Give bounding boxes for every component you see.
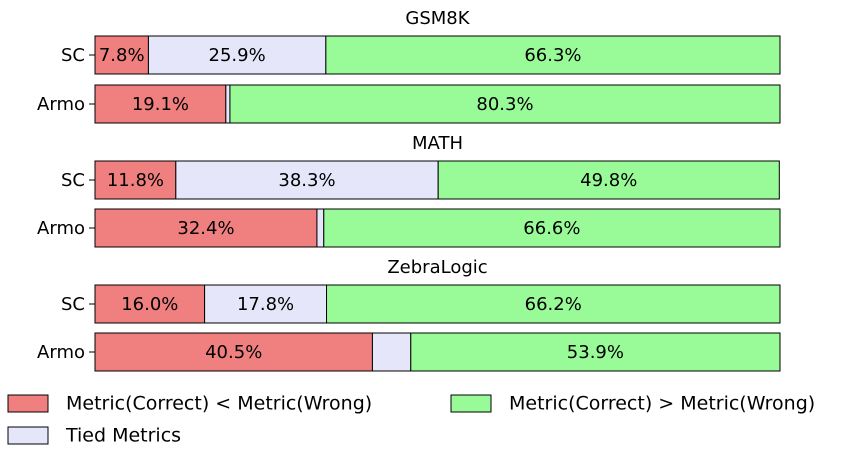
category-label: Armo <box>37 342 85 363</box>
bar-segment-gt <box>410 332 781 372</box>
category-label: Armo <box>37 218 85 239</box>
bar-segment-lt <box>94 208 318 248</box>
category-label: SC <box>61 294 85 315</box>
legend-swatch-gt <box>450 394 492 413</box>
data-label: 17.8% <box>237 294 294 315</box>
bar-segment-tied <box>371 332 412 372</box>
bar-segment-lt <box>94 332 373 372</box>
legend-label-gt: Metric(Correct) > Metric(Wrong) <box>509 393 815 415</box>
panel-title: MATH <box>412 133 463 154</box>
bar-segment-tied <box>225 84 231 124</box>
bar-segment-tied <box>316 208 325 248</box>
data-label: 11.8% <box>107 170 164 191</box>
bar-segment-gt <box>229 84 781 124</box>
bar-segment-gt <box>326 284 781 324</box>
data-label: 38.3% <box>278 170 335 191</box>
data-label: 7.8% <box>99 45 145 66</box>
category-label: SC <box>61 170 85 191</box>
panel-title: GSM8K <box>405 8 470 29</box>
bar-segment-tied <box>147 35 327 75</box>
data-label: 53.9% <box>567 342 624 363</box>
category-label: Armo <box>37 94 85 115</box>
bar-segment-gt <box>325 35 781 75</box>
panel-title: ZebraLogic <box>387 257 487 278</box>
data-label: 66.2% <box>525 294 582 315</box>
category-label: SC <box>61 45 85 66</box>
bar-segment-lt <box>94 160 177 200</box>
bar-segment-tied <box>175 160 439 200</box>
legend-label-lt: Metric(Correct) < Metric(Wrong) <box>66 393 372 415</box>
data-label: 49.8% <box>580 170 637 191</box>
data-label: 80.3% <box>476 94 533 115</box>
data-label: 25.9% <box>209 45 266 66</box>
bar-segment-lt <box>94 284 206 324</box>
bar-segment-lt <box>94 84 227 124</box>
legend-swatch-lt <box>7 394 49 413</box>
data-label: 19.1% <box>132 94 189 115</box>
data-label: 32.4% <box>177 218 234 239</box>
panel-0: GSM8K SC 7.8% 25.9% 66.3% Armo 19.1% 80.3% <box>37 8 781 124</box>
legend-label-tied: Tied Metrics <box>65 425 181 447</box>
data-label: 66.6% <box>523 218 580 239</box>
legend: Metric(Correct) < Metric(Wrong) Metric(Co… <box>7 393 815 447</box>
legend-swatch-tied <box>7 426 49 445</box>
data-label: 66.3% <box>524 45 581 66</box>
panel-2: ZebraLogic SC 16.0% 17.8% 66.2% Armo 40.5% 53.9… <box>37 257 781 372</box>
panel-1: MATH SC 11.8% 38.3% 49.8% Armo 32.4% 66.6% <box>37 133 781 248</box>
bar-segment-gt <box>437 160 780 200</box>
bar-segment-gt <box>323 208 781 248</box>
data-label: 40.5% <box>205 342 262 363</box>
data-label: 16.0% <box>121 294 178 315</box>
